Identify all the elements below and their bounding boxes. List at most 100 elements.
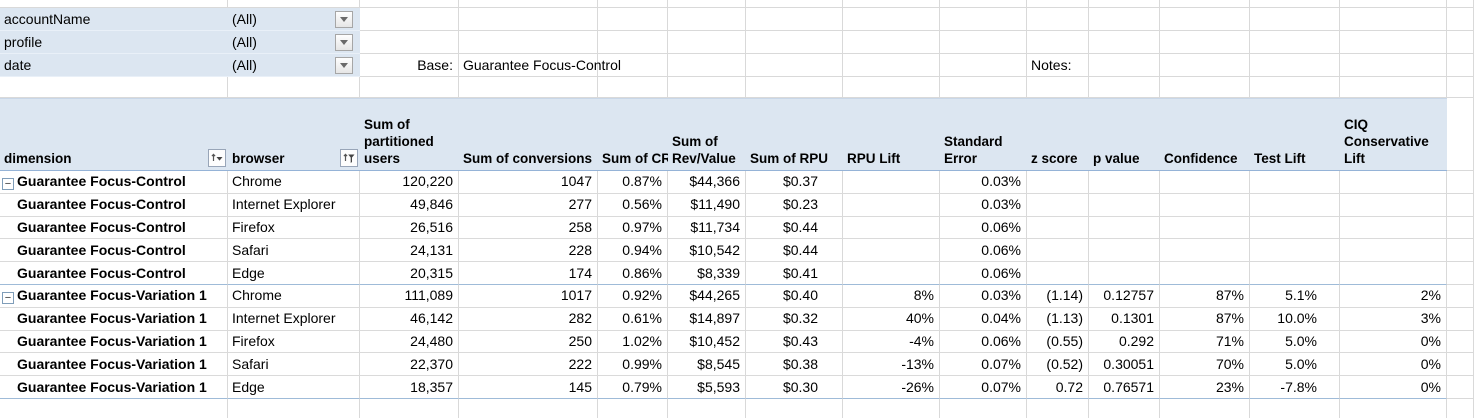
conversions-cell[interactable]: 282 [459,307,598,331]
rev-cell[interactable]: $10,542 [668,239,746,263]
cell[interactable] [1447,31,1474,54]
rpu-cell[interactable]: $0.41 [746,262,843,285]
test-lift-cell[interactable] [1250,216,1340,240]
cell[interactable] [459,31,598,54]
cell[interactable] [459,77,598,98]
confidence-cell[interactable] [1160,239,1250,263]
rev-cell[interactable]: $5,593 [668,376,746,399]
ciq-cell[interactable] [1340,216,1447,240]
column-header-rpu-lift[interactable]: RPU Lift [843,98,940,171]
rpu-lift-cell[interactable] [843,262,940,285]
cell[interactable] [1160,8,1250,31]
confidence-cell[interactable]: 70% [1160,353,1250,377]
filter-dropdown-button[interactable] [335,33,353,51]
test-lift-cell[interactable]: 5.0% [1250,353,1340,377]
confidence-cell[interactable] [1160,193,1250,217]
z-score-cell[interactable] [1027,216,1089,240]
std-error-cell[interactable]: 0.06% [940,262,1027,285]
cell[interactable] [360,8,459,31]
cell[interactable] [1447,98,1474,171]
z-score-cell[interactable] [1027,171,1089,194]
browser-cell[interactable]: Firefox [228,330,360,354]
users-cell[interactable]: 111,089 [360,284,459,308]
cr-cell[interactable]: 0.94% [598,239,668,263]
z-score-cell[interactable] [1027,193,1089,217]
column-header-p-value[interactable]: p value [1089,98,1160,171]
p-value-cell[interactable]: 0.12757 [1089,284,1160,308]
conversions-cell[interactable]: 250 [459,330,598,354]
cell[interactable] [668,398,746,418]
cell[interactable] [228,77,360,98]
z-score-cell[interactable]: 0.72 [1027,376,1089,399]
z-score-cell[interactable]: (0.52) [1027,353,1089,377]
browser-filter-button[interactable] [340,149,358,167]
test-lift-cell[interactable] [1250,262,1340,285]
cell[interactable] [1027,398,1089,418]
cell[interactable] [228,0,360,8]
column-header-ciq[interactable]: CIQ Conservative Lift [1340,98,1447,171]
cell[interactable] [1027,0,1089,8]
cell[interactable] [1340,54,1447,77]
cr-cell[interactable]: 0.87% [598,171,668,194]
cell[interactable] [1447,284,1474,308]
rev-cell[interactable]: $44,265 [668,284,746,308]
test-lift-cell[interactable]: 5.1% [1250,284,1340,308]
cell[interactable] [0,0,228,8]
dimension-cell[interactable]: Guarantee Focus-Control [0,239,228,263]
filter-dropdown-button[interactable] [335,10,353,28]
p-value-cell[interactable]: 0.76571 [1089,376,1160,399]
cell[interactable] [598,31,668,54]
cell[interactable] [668,54,746,77]
cell[interactable] [1250,0,1340,8]
ciq-cell[interactable]: 3% [1340,307,1447,331]
p-value-cell[interactable]: 0.292 [1089,330,1160,354]
std-error-cell[interactable]: 0.07% [940,353,1027,377]
cell[interactable] [843,8,940,31]
z-score-cell[interactable]: (0.55) [1027,330,1089,354]
cell[interactable] [843,0,940,8]
rev-cell[interactable]: $14,897 [668,307,746,331]
test-lift-cell[interactable]: -7.8% [1250,376,1340,399]
conversions-cell[interactable]: 1047 [459,171,598,194]
browser-cell[interactable]: Edge [228,376,360,399]
column-header-confidence[interactable]: Confidence [1160,98,1250,171]
cell[interactable] [1340,31,1447,54]
cell[interactable] [598,398,668,418]
cr-cell[interactable]: 0.61% [598,307,668,331]
cell[interactable] [1089,77,1160,98]
p-value-cell[interactable] [1089,171,1160,194]
conversions-cell[interactable]: 145 [459,376,598,399]
cell[interactable] [1250,8,1340,31]
cell[interactable] [1447,398,1474,418]
cell[interactable] [746,0,843,8]
rev-cell[interactable]: $11,490 [668,193,746,217]
users-cell[interactable]: 20,315 [360,262,459,285]
column-header-std-error[interactable]: Standard Error [940,98,1027,171]
rpu-lift-cell[interactable]: 8% [843,284,940,308]
cell[interactable] [668,0,746,8]
ciq-cell[interactable]: 0% [1340,376,1447,399]
filter-label-accountname[interactable]: accountName [0,8,228,31]
dimension-cell[interactable]: − Guarantee Focus-Control [0,171,228,194]
ciq-cell[interactable] [1340,171,1447,194]
users-cell[interactable]: 46,142 [360,307,459,331]
users-cell[interactable]: 24,131 [360,239,459,263]
dimension-cell[interactable]: Guarantee Focus-Control [0,193,228,217]
cell[interactable] [1447,193,1474,217]
rpu-lift-cell[interactable]: -26% [843,376,940,399]
dimension-cell[interactable]: Guarantee Focus-Variation 1 [0,330,228,354]
rev-cell[interactable]: $10,452 [668,330,746,354]
rev-cell[interactable]: $44,366 [668,171,746,194]
cell[interactable] [1160,31,1250,54]
cell[interactable] [0,77,228,98]
cell[interactable] [746,398,843,418]
cell[interactable] [843,398,940,418]
cr-cell[interactable]: 1.02% [598,330,668,354]
cell[interactable] [843,77,940,98]
test-lift-cell[interactable]: 5.0% [1250,330,1340,354]
cell[interactable] [1340,398,1447,418]
cell[interactable] [360,77,459,98]
dimension-cell[interactable]: Guarantee Focus-Control [0,216,228,240]
std-error-cell[interactable]: 0.03% [940,284,1027,308]
column-header-cr[interactable]: Sum of CR [598,98,668,171]
